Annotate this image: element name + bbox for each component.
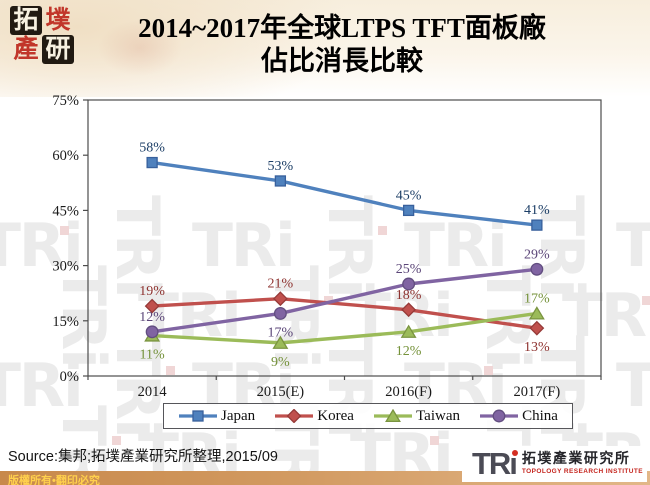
legend-item-taiwan: Taiwan	[373, 408, 460, 425]
series-line-korea	[150, 297, 539, 330]
seal-char: 產	[13, 36, 39, 63]
series-line-china	[150, 267, 539, 334]
square-marker	[531, 219, 543, 231]
watermark-dot	[112, 436, 121, 445]
square-marker	[274, 175, 287, 187]
diamond-marker	[529, 320, 545, 336]
watermark-tile: TRi	[0, 351, 84, 421]
tri-name-zh: 拓墣產業研究所	[521, 452, 631, 468]
category-label: 2014	[138, 384, 168, 400]
page-title-line1: 2014~2017年全球LTPS TFT面板廠	[138, 13, 546, 43]
tri-logo-i: ı	[509, 446, 518, 481]
topology-seal-logo: 拓 墣 產 研	[10, 6, 74, 64]
tri-logo: TR ı 拓墣產業研究所 TOPOLOGY RESEARCH INSTITUTE	[461, 446, 647, 482]
data-label-korea-2015(E): 21%	[268, 277, 294, 292]
seal-char: 墣	[45, 7, 71, 34]
y-tick-label: 60%	[52, 148, 79, 164]
data-label-china-2017(F): 29%	[524, 247, 550, 262]
watermark-tile: TRi	[616, 351, 650, 421]
watermark-dot	[324, 296, 333, 305]
legend-marker-china	[480, 409, 519, 423]
tri-logo-tr: TR	[471, 446, 511, 481]
chart-legend: Japan Korea Taiwan China	[163, 403, 573, 429]
legend-label: Korea	[317, 407, 354, 424]
data-label-japan-2015(E): 53%	[268, 159, 294, 174]
legend-marker-korea	[275, 409, 314, 423]
diamond-marker	[286, 409, 302, 423]
data-label-taiwan-2014: 11%	[140, 348, 165, 363]
category-label: 2016(F)	[385, 384, 432, 400]
square-marker	[192, 410, 204, 422]
tri-logo-names: 拓墣產業研究所 TOPOLOGY RESEARCH INSTITUTE	[522, 452, 643, 475]
watermark-tile: TRi	[616, 211, 650, 281]
source-note: Source:集邦;拓墣產業研究所整理,2015/09	[8, 449, 278, 465]
legend-item-japan: Japan	[178, 408, 255, 425]
header-background	[0, 0, 650, 97]
seal-char: 研	[42, 35, 74, 64]
data-label-japan-2016(F): 45%	[396, 188, 422, 203]
square-marker	[146, 156, 158, 169]
y-tick-label: 45%	[52, 203, 79, 219]
legend-marker-japan	[179, 410, 217, 422]
watermark-dot	[642, 296, 650, 305]
data-label-japan-2014: 58%	[139, 141, 165, 156]
page-title-line2: 佔比消長比較	[261, 46, 423, 77]
data-label-japan-2017(F): 41%	[524, 203, 550, 218]
diamond-marker	[144, 298, 160, 314]
circle-marker	[492, 409, 506, 423]
data-label-korea-2017(F): 13%	[524, 340, 550, 355]
series-line-taiwan	[150, 311, 539, 345]
legend-marker-taiwan	[374, 409, 413, 423]
data-label-korea-2016(F): 18%	[396, 288, 422, 303]
circle-marker	[402, 277, 416, 291]
data-label-taiwan-2016(F): 12%	[396, 344, 422, 359]
legend-label: Japan	[221, 407, 256, 424]
watermark-dot	[430, 436, 439, 445]
page-title: 2014~2017年全球LTPS TFT面板廠 佔比消長比較	[64, 12, 620, 79]
copyright-text: 版權所有•翻印必究	[8, 475, 100, 485]
category-label: 2015(E)	[257, 384, 305, 400]
y-tick-label: 0%	[60, 369, 79, 385]
circle-marker	[530, 262, 544, 276]
series-line-japan	[150, 160, 539, 227]
watermark-tile: TRi	[404, 211, 508, 281]
tri-logo-mark: TR ı	[471, 446, 519, 481]
data-label-taiwan-2015(E): 9%	[271, 355, 290, 370]
seal-char: 拓	[10, 6, 42, 35]
watermark-dot	[60, 226, 69, 235]
y-tick-label: 15%	[52, 314, 79, 330]
legend-item-korea: Korea	[274, 408, 354, 425]
data-label-taiwan-2017(F): 17%	[524, 291, 550, 306]
triangle-marker	[528, 306, 545, 320]
watermark-dot	[166, 366, 175, 375]
data-label-china-2016(F): 25%	[396, 262, 422, 277]
watermark-tile: TRi	[0, 211, 84, 281]
circle-marker	[273, 306, 287, 320]
category-label: 2017(F)	[514, 384, 561, 400]
watermark-dot	[484, 366, 493, 375]
diamond-marker	[401, 302, 417, 318]
y-tick-label: 30%	[52, 259, 79, 275]
y-tick-label: 75%	[52, 93, 79, 109]
watermark-tile: TRi	[562, 281, 650, 351]
tri-logo-dot-icon	[512, 450, 519, 456]
data-label-korea-2014: 19%	[139, 284, 165, 299]
watermark-dot	[378, 226, 387, 235]
circle-marker	[145, 325, 159, 339]
watermark-tile: TRi	[192, 211, 296, 281]
diamond-marker	[272, 291, 288, 307]
legend-item-china: China	[479, 408, 558, 425]
legend-label: Taiwan	[416, 407, 460, 424]
triangle-marker	[385, 409, 402, 423]
square-marker	[402, 204, 415, 217]
triangle-marker	[400, 324, 417, 338]
triangle-marker	[272, 335, 289, 349]
legend-label: China	[522, 407, 558, 424]
tri-name-en: TOPOLOGY RESEARCH INSTITUTE	[521, 467, 643, 475]
data-label-china-2014: 12%	[139, 310, 165, 325]
data-label-china-2015(E): 17%	[268, 325, 294, 340]
